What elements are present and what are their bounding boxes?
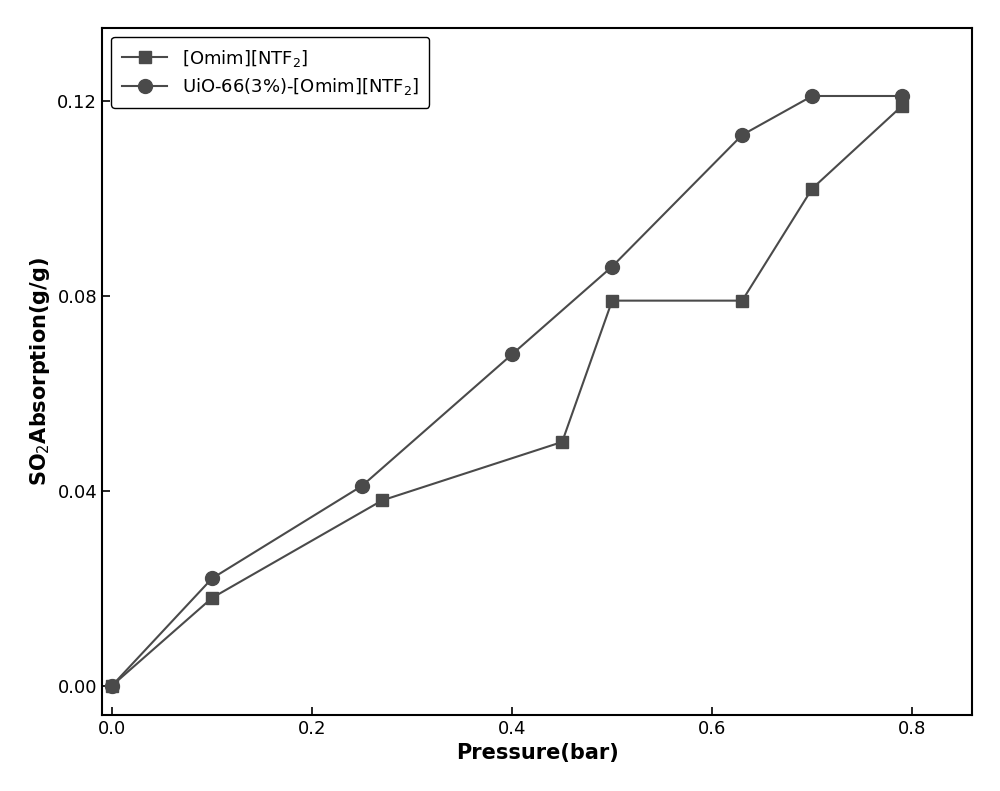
UiO-66(3%)-[Omim][NTF$_2$] <box>206 573 218 583</box>
[Omim][NTF$_2$] <box>896 101 908 111</box>
[Omim][NTF$_2$] <box>556 437 568 447</box>
UiO-66(3%)-[Omim][NTF$_2$] <box>356 481 368 490</box>
[Omim][NTF$_2$] <box>806 184 818 193</box>
Y-axis label: SO$_2$Absorption(g/g): SO$_2$Absorption(g/g) <box>28 257 52 486</box>
X-axis label: Pressure(bar): Pressure(bar) <box>456 744 619 763</box>
UiO-66(3%)-[Omim][NTF$_2$] <box>106 681 118 691</box>
UiO-66(3%)-[Omim][NTF$_2$] <box>736 131 748 140</box>
UiO-66(3%)-[Omim][NTF$_2$] <box>896 91 908 100</box>
UiO-66(3%)-[Omim][NTF$_2$] <box>506 350 518 359</box>
Line: [Omim][NTF$_2$]: [Omim][NTF$_2$] <box>106 100 908 692</box>
UiO-66(3%)-[Omim][NTF$_2$] <box>806 91 818 100</box>
[Omim][NTF$_2$] <box>106 681 118 691</box>
[Omim][NTF$_2$] <box>736 296 748 305</box>
Line: UiO-66(3%)-[Omim][NTF$_2$]: UiO-66(3%)-[Omim][NTF$_2$] <box>105 89 909 692</box>
UiO-66(3%)-[Omim][NTF$_2$] <box>606 262 618 271</box>
[Omim][NTF$_2$] <box>606 296 618 305</box>
[Omim][NTF$_2$] <box>206 593 218 603</box>
[Omim][NTF$_2$] <box>376 496 388 505</box>
Legend: [Omim][NTF$_2$], UiO-66(3%)-[Omim][NTF$_2$]: [Omim][NTF$_2$], UiO-66(3%)-[Omim][NTF$_… <box>111 37 429 108</box>
